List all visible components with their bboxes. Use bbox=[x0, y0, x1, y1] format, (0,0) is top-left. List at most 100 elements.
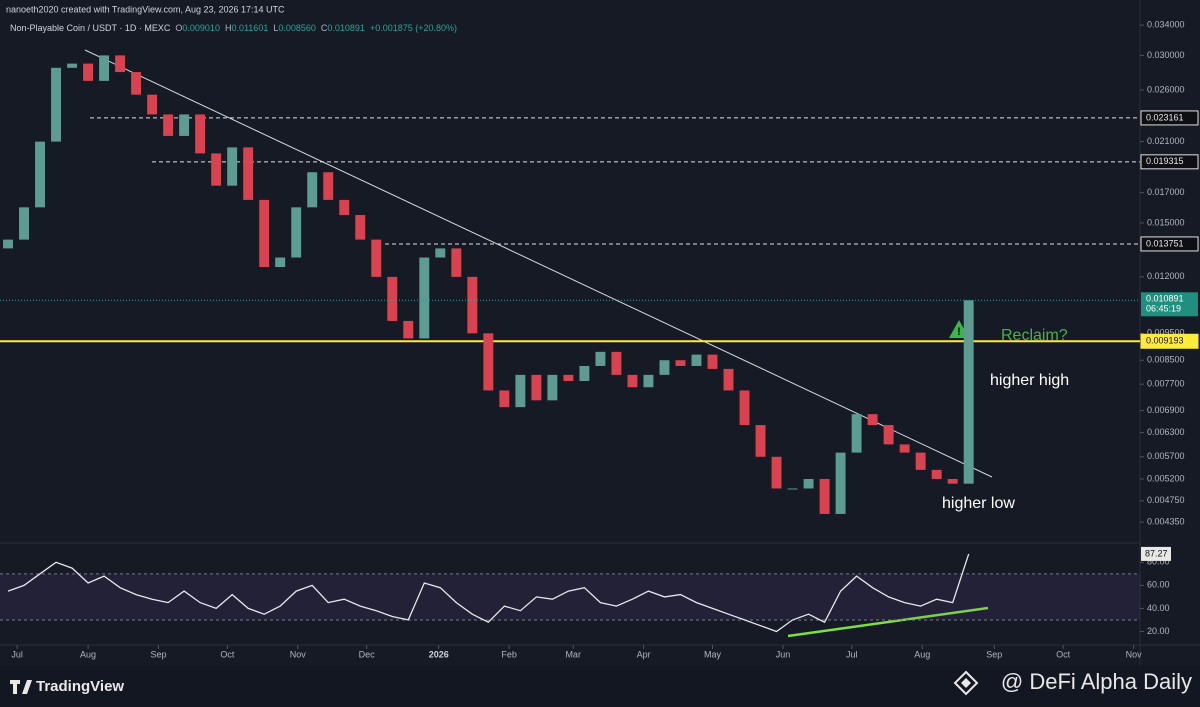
candle bbox=[419, 257, 430, 339]
candle bbox=[211, 153, 222, 186]
watermark: @ DeFi Alpha Daily bbox=[1001, 669, 1192, 694]
level-label: 0.013751 bbox=[1146, 238, 1184, 248]
level-label: 0.009193 bbox=[1146, 336, 1184, 346]
annotation: higher low bbox=[942, 495, 1015, 512]
rsi-y-tick-label: 20.00 bbox=[1147, 626, 1170, 636]
x-tick-label: Oct bbox=[220, 649, 235, 659]
annotation: Reclaim? bbox=[1001, 327, 1068, 344]
candle bbox=[291, 207, 302, 258]
x-tick-label: 2026 bbox=[429, 649, 449, 659]
y-tick-label: 0.006300 bbox=[1147, 427, 1185, 437]
candle bbox=[163, 114, 174, 136]
candle bbox=[579, 365, 590, 381]
footer-bar bbox=[0, 665, 1200, 707]
candle bbox=[803, 478, 814, 489]
candle bbox=[595, 351, 606, 366]
candle bbox=[931, 469, 942, 479]
candle bbox=[195, 114, 206, 154]
ohlc-key: H bbox=[225, 23, 232, 33]
candle bbox=[243, 147, 254, 200]
candle bbox=[35, 141, 45, 208]
level-badge bbox=[1140, 333, 1199, 349]
rsi-badge bbox=[1141, 546, 1171, 561]
y-tick-label: 0.007700 bbox=[1147, 378, 1185, 388]
x-tick-label: Jul bbox=[846, 649, 858, 659]
last-price-badge bbox=[1141, 292, 1198, 317]
candle bbox=[547, 374, 558, 401]
y-tick-label: 0.012000 bbox=[1147, 271, 1185, 281]
price-change: +0.001875 (+20.80%) bbox=[370, 23, 457, 33]
x-tick-label: Nov bbox=[290, 649, 307, 659]
candle bbox=[371, 239, 382, 277]
candle bbox=[99, 55, 110, 81]
trendline bbox=[84, 49, 993, 478]
y-tick-label: 0.017000 bbox=[1147, 187, 1185, 197]
level-label: 0.019315 bbox=[1146, 156, 1184, 166]
x-tick-label: Apr bbox=[637, 649, 651, 659]
candle bbox=[739, 390, 750, 426]
candle bbox=[899, 444, 910, 453]
ohlc-value: 0.011601 bbox=[231, 23, 268, 33]
x-tick-label: Oct bbox=[1056, 649, 1071, 659]
candle bbox=[563, 374, 574, 381]
ohlc-key: C bbox=[321, 23, 328, 33]
x-tick-label: Aug bbox=[80, 649, 96, 659]
ohlc-value: 0.010891 bbox=[327, 23, 365, 33]
footer-brand: TradingView bbox=[36, 678, 124, 695]
watermark-icon bbox=[953, 670, 979, 696]
x-tick-label: Nov bbox=[1126, 649, 1143, 659]
x-tick-label: Aug bbox=[914, 649, 930, 659]
candle bbox=[51, 67, 62, 142]
candle bbox=[691, 354, 702, 366]
svg-text:!: ! bbox=[957, 326, 961, 338]
ohlc-key: L bbox=[273, 23, 278, 33]
candle bbox=[515, 374, 526, 408]
rsi-line bbox=[7, 553, 970, 633]
y-tick-label: 0.006900 bbox=[1147, 405, 1185, 415]
y-tick-label: 0.021000 bbox=[1147, 136, 1185, 146]
candle bbox=[755, 425, 766, 457]
rsi-band bbox=[0, 573, 1140, 620]
candle bbox=[499, 390, 510, 408]
candle bbox=[179, 114, 190, 136]
candle bbox=[659, 360, 670, 375]
rsi-y-tick-label: 80.00 bbox=[1147, 557, 1170, 567]
rsi-y-tick-label: 60.00 bbox=[1147, 580, 1170, 590]
candle bbox=[787, 488, 798, 490]
candle bbox=[147, 94, 158, 115]
last-price-label: 0.010891 bbox=[1146, 294, 1184, 304]
candle bbox=[307, 172, 318, 208]
candle bbox=[131, 72, 142, 95]
x-tick-label: Feb bbox=[501, 649, 517, 659]
ohlc-value: 0.008560 bbox=[278, 23, 316, 33]
symbol-title: Non-Playable Coin / USDT · 1D · MEXC bbox=[10, 23, 171, 33]
candle bbox=[915, 452, 926, 470]
candle bbox=[115, 55, 126, 73]
y-tick-label: 0.030000 bbox=[1147, 50, 1185, 60]
candle bbox=[83, 63, 94, 81]
x-tick-label: Jun bbox=[776, 649, 791, 659]
rsi-trendline bbox=[787, 606, 989, 638]
candle bbox=[387, 276, 398, 321]
candle bbox=[819, 478, 830, 514]
candle bbox=[963, 300, 974, 484]
candle bbox=[259, 199, 270, 268]
candle bbox=[883, 425, 894, 445]
y-tick-label: 0.005700 bbox=[1147, 451, 1185, 461]
rsi-y-tick-label: 40.00 bbox=[1147, 603, 1170, 613]
x-tick-label: Jul bbox=[11, 649, 23, 659]
candle bbox=[483, 333, 494, 391]
symbol-legend: Non-Playable Coin / USDT · 1D · MEXC O0.0… bbox=[10, 23, 457, 33]
x-tick-label: Dec bbox=[359, 649, 376, 659]
candle bbox=[675, 360, 686, 366]
x-tick-label: May bbox=[704, 649, 722, 659]
annotation: higher high bbox=[990, 372, 1069, 389]
candle bbox=[771, 456, 782, 489]
candle bbox=[67, 63, 78, 68]
countdown: 06:45:19 bbox=[1146, 304, 1181, 314]
level-badge bbox=[1140, 110, 1199, 126]
x-tick-label: Mar bbox=[565, 649, 581, 659]
candle bbox=[435, 248, 446, 258]
